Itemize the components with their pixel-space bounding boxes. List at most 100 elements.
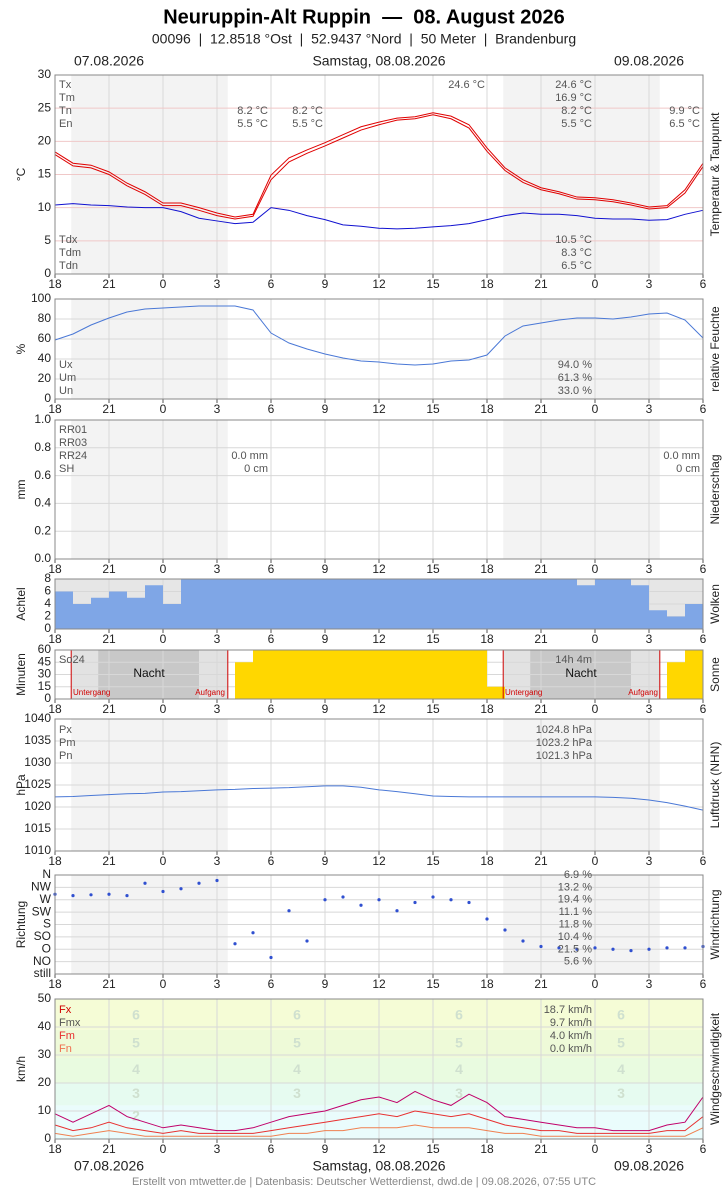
x-tick-label: 18 bbox=[48, 632, 62, 646]
x-tick-label: 3 bbox=[646, 632, 653, 646]
x-tick-label: 3 bbox=[214, 402, 221, 416]
x-tick-label: 0 bbox=[160, 632, 167, 646]
point bbox=[287, 909, 291, 913]
bar bbox=[127, 597, 145, 629]
annotation: RR01 bbox=[59, 424, 87, 436]
point bbox=[431, 895, 435, 899]
right-axis-title: Windrichtung bbox=[708, 889, 722, 959]
bar bbox=[685, 650, 703, 699]
beaufort-label: 5 bbox=[132, 1035, 140, 1051]
x-tick-label: 21 bbox=[102, 1142, 116, 1156]
y-axis-title: km/h bbox=[14, 1056, 28, 1082]
point bbox=[575, 947, 579, 951]
point bbox=[629, 949, 633, 953]
x-tick-label: 3 bbox=[646, 854, 653, 868]
bar bbox=[415, 650, 433, 699]
bar bbox=[595, 579, 613, 629]
right-axis-title: Niederschlag bbox=[708, 454, 722, 524]
bar bbox=[361, 650, 379, 699]
night bbox=[503, 299, 660, 399]
point bbox=[683, 946, 687, 950]
annotation: Aufgang bbox=[195, 688, 225, 697]
bar bbox=[307, 650, 325, 699]
bar bbox=[631, 585, 649, 629]
annotation: 9.7 km/h bbox=[550, 1017, 592, 1029]
point bbox=[521, 939, 525, 943]
y-tick-label: N bbox=[42, 867, 51, 881]
bar bbox=[271, 579, 289, 629]
y-tick-label: 8 bbox=[44, 571, 51, 585]
point bbox=[647, 947, 651, 951]
date-label: 09.08.2026 bbox=[614, 53, 684, 69]
y-tick-label: 1025 bbox=[24, 777, 51, 791]
point bbox=[233, 942, 237, 946]
right-axis-title: Sonne bbox=[708, 657, 722, 692]
point bbox=[107, 892, 111, 896]
bar bbox=[541, 579, 559, 629]
annotation: 11.8 % bbox=[559, 919, 593, 931]
bar bbox=[325, 650, 343, 699]
bar bbox=[613, 579, 631, 629]
x-tick-label: 0 bbox=[160, 562, 167, 576]
y-tick-label: 1030 bbox=[24, 755, 51, 769]
x-tick-label: 0 bbox=[592, 277, 599, 291]
annotation: Px bbox=[59, 724, 72, 736]
y-tick-label: 1010 bbox=[24, 843, 51, 857]
y-tick-label: S bbox=[43, 917, 51, 931]
bar bbox=[667, 616, 685, 629]
bar bbox=[109, 591, 127, 629]
bar bbox=[433, 650, 451, 699]
series-line bbox=[54, 112, 704, 218]
x-tick-label: 0 bbox=[592, 562, 599, 576]
bar bbox=[415, 579, 433, 629]
point bbox=[377, 898, 381, 902]
y-tick-label: 0.0 bbox=[34, 551, 51, 565]
y-tick-label: 5 bbox=[44, 233, 51, 247]
annotation: RR03 bbox=[59, 437, 87, 449]
annotation: 0 cm bbox=[244, 463, 268, 475]
x-tick-label: 6 bbox=[268, 562, 275, 576]
y-axis-title: mm bbox=[14, 480, 28, 500]
y-tick-label: 20 bbox=[38, 134, 52, 148]
y-tick-label: 60 bbox=[38, 331, 52, 345]
annotation: 1024.8 hPa bbox=[536, 724, 593, 736]
plot-frame bbox=[54, 874, 704, 975]
x-tick-label: 3 bbox=[646, 402, 653, 416]
night bbox=[71, 420, 228, 559]
annotation: 6.9 % bbox=[564, 869, 592, 881]
y-tick-label: W bbox=[40, 892, 52, 906]
x-tick-label: 3 bbox=[646, 702, 653, 716]
beaufort-label: 4 bbox=[293, 1061, 301, 1077]
annotation: Untergang bbox=[73, 688, 110, 697]
y-tick-label: 20 bbox=[38, 1075, 52, 1089]
x-tick-label: 0 bbox=[160, 402, 167, 416]
x-tick-label: 21 bbox=[534, 1142, 548, 1156]
bar bbox=[253, 650, 271, 699]
y-tick-label: 40 bbox=[38, 1019, 52, 1033]
plot-frame bbox=[54, 419, 704, 560]
bar bbox=[73, 604, 91, 629]
y-axis-title: Richtung bbox=[14, 901, 28, 948]
point bbox=[125, 894, 129, 898]
bar bbox=[307, 579, 325, 629]
beaufort-label: 4 bbox=[617, 1061, 625, 1077]
x-tick-label: 12 bbox=[372, 977, 386, 991]
bar bbox=[577, 585, 595, 629]
x-tick-label: 6 bbox=[700, 402, 707, 416]
y-tick-label: 40 bbox=[38, 351, 52, 365]
plot-frame bbox=[54, 998, 704, 1140]
date-label: 07.08.2026 bbox=[74, 1158, 144, 1174]
x-tick-label: 9 bbox=[322, 702, 329, 716]
y-tick-label: 1040 bbox=[24, 711, 51, 725]
beaufort-label: 5 bbox=[293, 1035, 301, 1051]
annotation: 10.5 °C bbox=[555, 234, 592, 246]
annotation: Aufgang bbox=[628, 688, 658, 697]
x-tick-label: 6 bbox=[700, 977, 707, 991]
point bbox=[341, 895, 345, 899]
date-label: 09.08.2026 bbox=[614, 1158, 684, 1174]
y-axis-title: °C bbox=[14, 167, 28, 181]
x-tick-label: 21 bbox=[102, 562, 116, 576]
x-tick-label: 18 bbox=[480, 632, 494, 646]
x-tick-label: 6 bbox=[268, 977, 275, 991]
point bbox=[323, 898, 327, 902]
